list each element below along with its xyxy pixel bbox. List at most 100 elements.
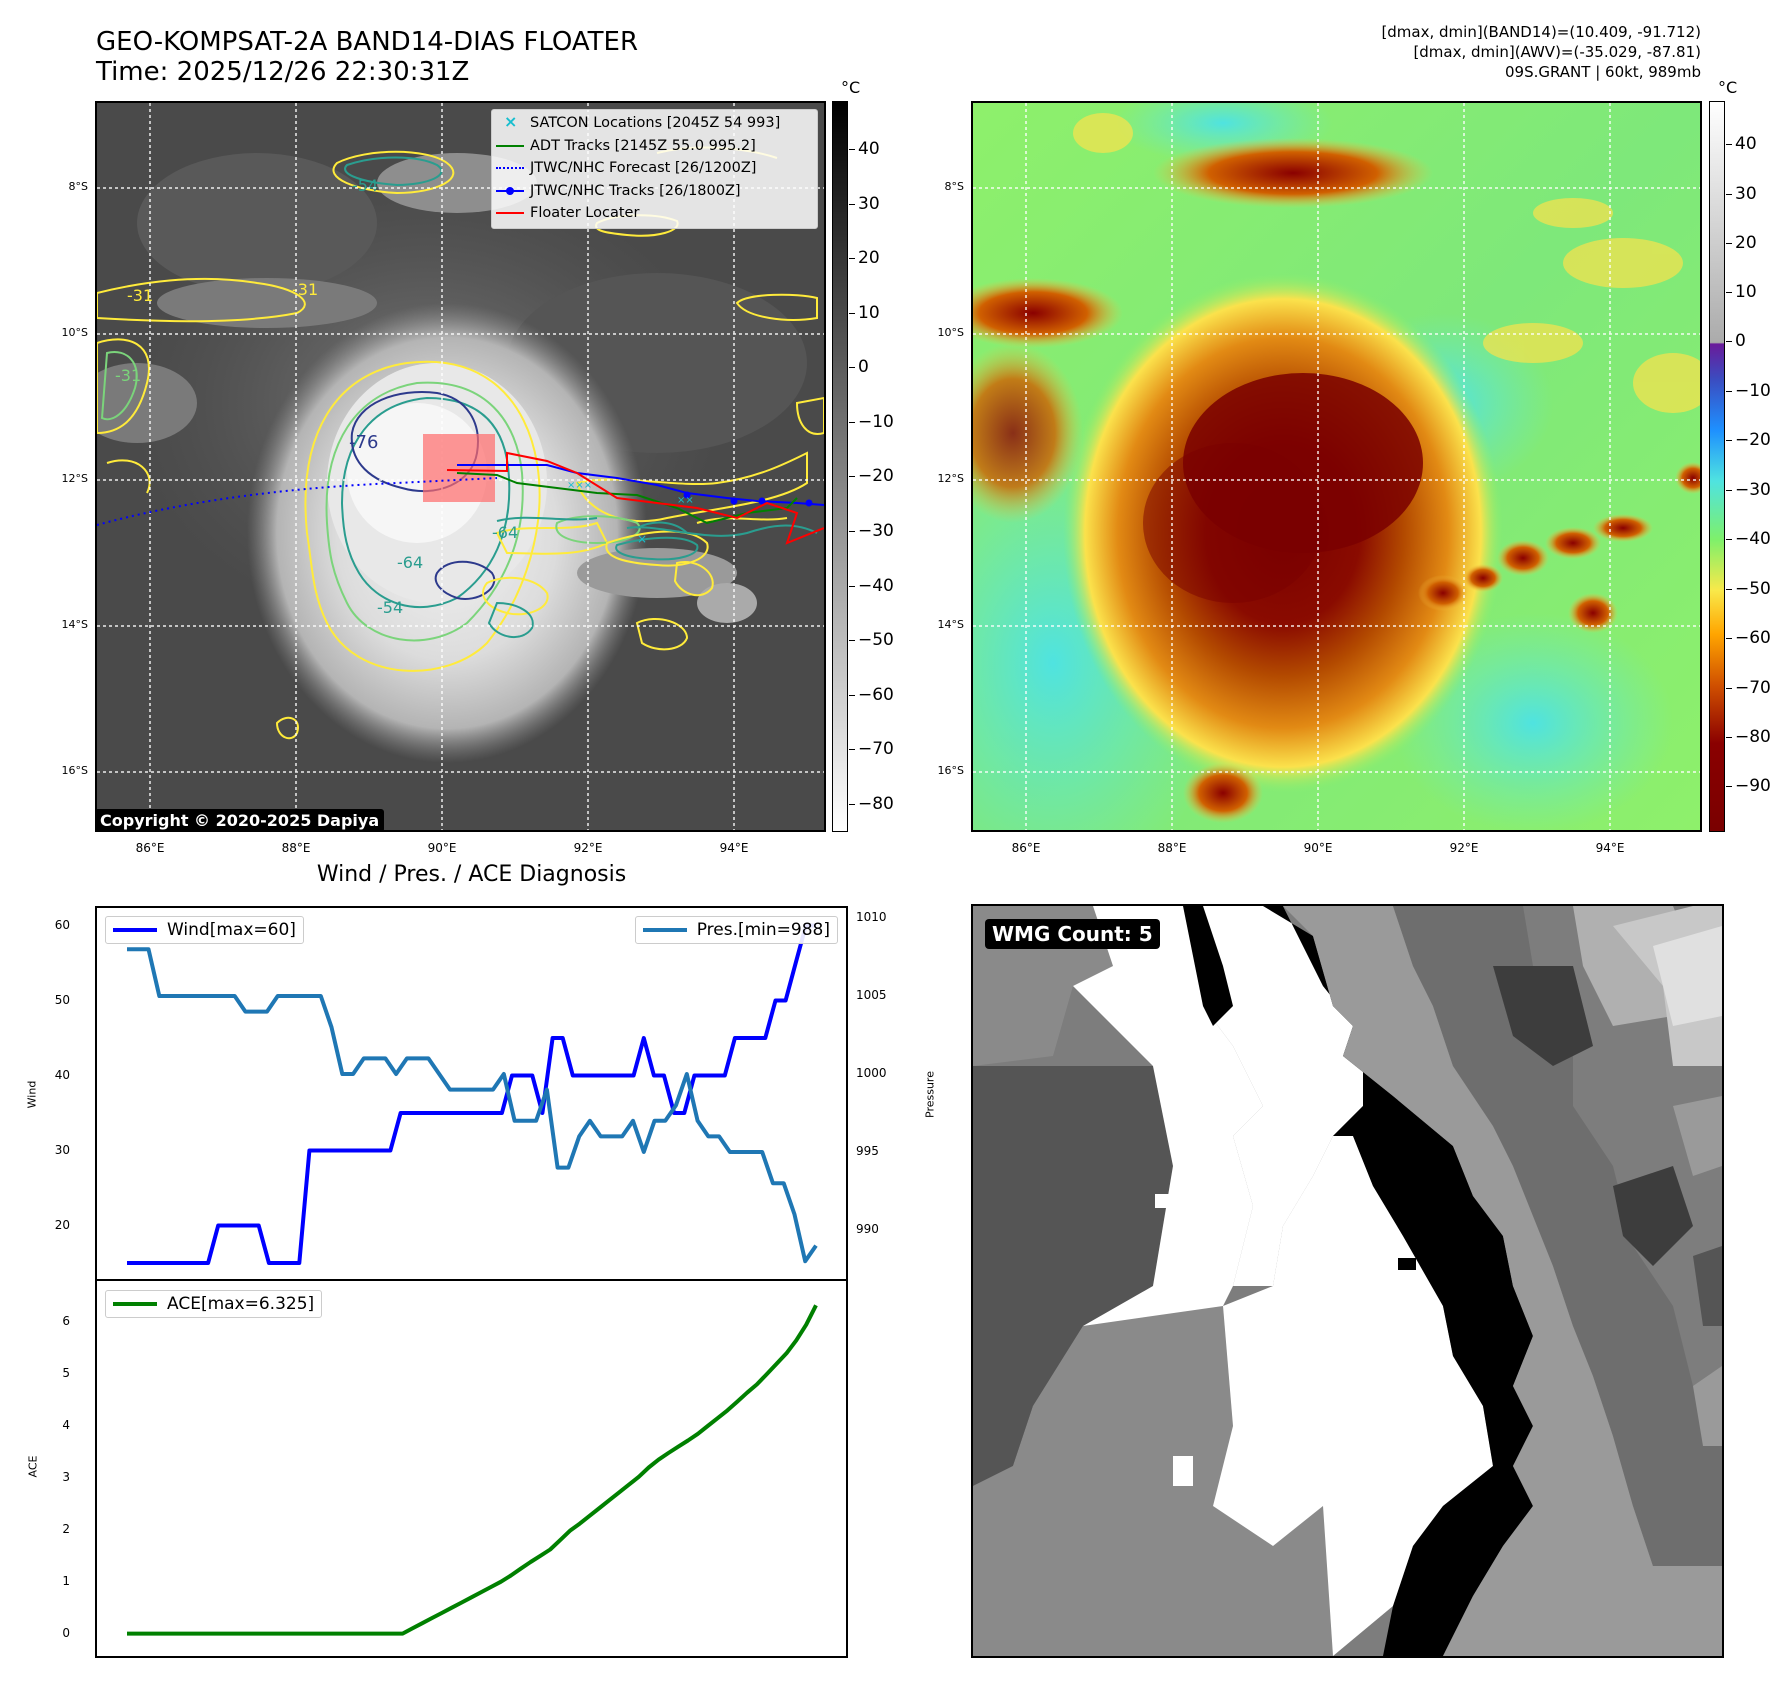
diagnosis-title: Wind / Pres. / ACE Diagnosis bbox=[316, 862, 627, 887]
adt-track bbox=[456, 472, 798, 525]
jtwc-track-icon bbox=[492, 180, 530, 202]
copyright-badge: Copyright © 2020-2025 Dapiya bbox=[97, 809, 385, 830]
lon-label: 92°E bbox=[573, 841, 603, 855]
lat-label: 14°S bbox=[61, 618, 88, 631]
wind-tick: 50 bbox=[54, 992, 70, 1007]
colorbar-tick: −20 bbox=[849, 466, 894, 487]
title-line-2: Time: 2025/12/26 22:30:31Z bbox=[96, 57, 470, 87]
lon-label: 86°E bbox=[135, 841, 165, 855]
wind-tick: 20 bbox=[54, 1217, 70, 1232]
colorbar-tick: −50 bbox=[849, 630, 894, 651]
colorbar-tick: 10 bbox=[849, 302, 880, 323]
svg-text:××: ×× bbox=[677, 495, 694, 506]
colorbar-tick: 20 bbox=[1726, 232, 1757, 253]
contour-label: -31 bbox=[292, 280, 318, 299]
lon-label: 94°E bbox=[1595, 841, 1625, 855]
color-colorbar-unit: °C bbox=[1718, 78, 1738, 97]
ace-tick: 5 bbox=[62, 1366, 70, 1381]
wind-line-icon bbox=[113, 928, 157, 932]
ir-image-panel: -54 -31 -31 -31 -76 -64 -54 -64 bbox=[95, 101, 826, 832]
storm-info: 09S.GRANT | 60kt, 989mb bbox=[1504, 63, 1701, 81]
wmg-panel: WMG Count: 5 bbox=[971, 904, 1724, 1658]
ace-tick: 6 bbox=[62, 1314, 70, 1329]
legend-label: ADT Tracks [2145Z 55.0 995.2] bbox=[530, 137, 756, 154]
colorbar-tick: −80 bbox=[1726, 727, 1771, 747]
colorbar-tick: −90 bbox=[1726, 776, 1771, 797]
ir-colorbar-unit: °C bbox=[841, 78, 861, 97]
wmg-count-badge: WMG Count: 5 bbox=[985, 919, 1160, 949]
colorbar-tick: 20 bbox=[849, 248, 880, 269]
contour-label: -31 bbox=[115, 366, 141, 385]
pressure-series-line bbox=[127, 947, 818, 1264]
ace-tick: 4 bbox=[62, 1417, 70, 1432]
colorbar-tick: −50 bbox=[1726, 578, 1771, 599]
ace-tick: 1 bbox=[62, 1573, 70, 1588]
wind-legend-label: Wind[max=60] bbox=[167, 920, 296, 940]
ace-line-icon bbox=[113, 1302, 157, 1306]
lon-label: 92°E bbox=[1449, 841, 1479, 855]
wind-tick: 60 bbox=[54, 917, 70, 932]
lat-label: 8°S bbox=[68, 180, 88, 193]
satcon-marker-icon: × bbox=[504, 112, 518, 132]
ace-tick: 3 bbox=[62, 1469, 70, 1484]
floater-track bbox=[446, 451, 824, 545]
pressure-tick: 990 bbox=[856, 1222, 879, 1236]
legend-label: Floater Locater bbox=[530, 205, 640, 222]
lat-label: 14°S bbox=[937, 618, 964, 631]
colorbar-tick: −60 bbox=[1726, 628, 1771, 649]
pres-legend-label: Pres.[min=988] bbox=[696, 920, 830, 940]
pres-line-icon bbox=[642, 928, 687, 932]
svg-text:×: × bbox=[637, 532, 647, 546]
pressure-tick: 1005 bbox=[856, 988, 887, 1002]
lon-label: 88°E bbox=[281, 841, 311, 855]
lat-label: 12°S bbox=[61, 472, 88, 485]
lon-label: 90°E bbox=[1303, 841, 1333, 855]
adt-line-icon bbox=[492, 135, 530, 157]
lon-label: 90°E bbox=[427, 841, 457, 855]
color-image bbox=[973, 103, 1700, 830]
lat-label: 12°S bbox=[937, 472, 964, 485]
colorbar-tick: −70 bbox=[1726, 677, 1771, 698]
color-colorbar bbox=[1709, 101, 1725, 832]
contour-label: -54 bbox=[377, 598, 403, 617]
legend-jtwc-tracks: JTWC/NHC Tracks [26/1800Z] bbox=[492, 180, 817, 203]
title-line-1: GEO-KOMPSAT-2A BAND14-DIAS FLOATER bbox=[96, 27, 639, 57]
colorbar-tick: 30 bbox=[849, 193, 880, 214]
pressure-tick: 1010 bbox=[856, 910, 887, 924]
contour-label: -31 bbox=[127, 286, 153, 305]
legend-floater: Floater Locater bbox=[492, 202, 817, 225]
color-image-panel bbox=[971, 101, 1702, 832]
wind-legend: Wind[max=60] bbox=[105, 916, 304, 944]
colorbar-tick: −60 bbox=[849, 684, 894, 705]
jtwc-track bbox=[457, 464, 824, 506]
svg-text:×××: ××× bbox=[567, 480, 592, 491]
lat-label: 16°S bbox=[937, 764, 964, 777]
contour-label: -54 bbox=[352, 176, 378, 195]
contour-label: -64 bbox=[397, 553, 423, 572]
colorbar-tick: −80 bbox=[849, 793, 894, 814]
colorbar-tick: 40 bbox=[1726, 134, 1757, 155]
pressure-tick: 1000 bbox=[856, 1066, 887, 1080]
legend-label: JTWC/NHC Forecast [26/1200Z] bbox=[530, 160, 757, 177]
lon-label: 86°E bbox=[1011, 841, 1041, 855]
contour-label: -64 bbox=[492, 523, 518, 542]
ace-legend-label: ACE[max=6.325] bbox=[167, 1294, 315, 1314]
ace-plot bbox=[127, 1304, 818, 1636]
pressure-axis-label: Pressure bbox=[923, 1071, 937, 1118]
colorbar-tick: −70 bbox=[849, 739, 894, 760]
floater-box bbox=[423, 434, 495, 502]
lat-label: 10°S bbox=[61, 326, 88, 339]
colorbar-tick: 30 bbox=[1726, 183, 1757, 204]
colorbar-tick: 10 bbox=[1726, 281, 1757, 302]
legend-label: JTWC/NHC Tracks [26/1800Z] bbox=[530, 182, 741, 199]
colorbar-tick: 0 bbox=[1726, 331, 1746, 352]
lat-label: 8°S bbox=[944, 180, 964, 193]
ace-series-line bbox=[127, 1304, 818, 1636]
ace-tick: 2 bbox=[62, 1521, 70, 1536]
lon-label: 94°E bbox=[719, 841, 749, 855]
ir-legend: × SATCON Locations [2045Z 54 993] ADT Tr… bbox=[491, 109, 818, 229]
forecast-line-icon bbox=[492, 157, 530, 179]
legend-adt: ADT Tracks [2145Z 55.0 995.2] bbox=[492, 135, 817, 158]
contour-label: -76 bbox=[349, 432, 378, 453]
ace-legend: ACE[max=6.325] bbox=[105, 1290, 323, 1318]
